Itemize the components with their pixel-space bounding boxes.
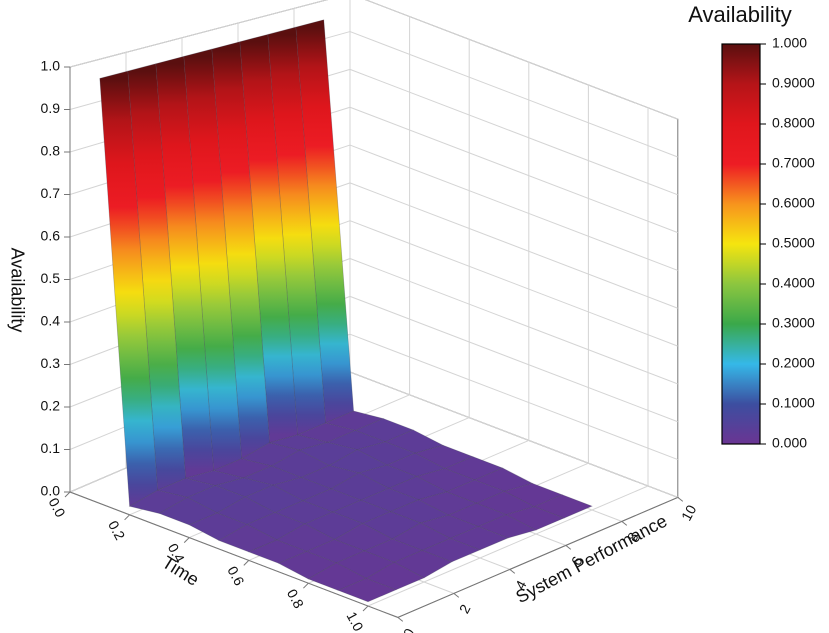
colorbar-tick-label: 0.5000 (772, 235, 815, 251)
x-tick (243, 560, 250, 566)
colorbar (721, 43, 761, 445)
grid-line (349, 31, 678, 158)
y-tick (397, 617, 404, 622)
colorbar-tick-label: 0.8000 (772, 115, 815, 131)
colorbar-tick-label: 0.7000 (772, 155, 815, 171)
y-axis (397, 496, 678, 618)
grid-line (349, 106, 678, 234)
y-tick (509, 569, 516, 574)
z-tick-label: 0.8 (41, 143, 61, 159)
x-tick-label: 0.0 (46, 495, 69, 520)
x-tick (362, 605, 369, 612)
x-tick-label: 0.2 (105, 518, 128, 543)
z-tick-label: 0.0 (41, 483, 61, 499)
z-tick-label: 1.0 (41, 58, 61, 74)
x-tick (303, 582, 309, 589)
y-tick-label: 2 (456, 601, 474, 616)
z-tick-label: 0.7 (41, 185, 61, 201)
grid-line (367, 485, 649, 607)
colorbar-tick-label: 0.4000 (772, 275, 815, 291)
x-tick (124, 514, 130, 521)
surface-patch (337, 578, 397, 603)
colorbar-tick-label: 0.3000 (772, 315, 815, 331)
y-tick-label: 10 (678, 502, 700, 523)
z-tick-label: 0.5 (41, 270, 61, 286)
grid-line (69, 0, 329, 68)
y-tick (677, 497, 684, 502)
colorbar-tick-label: 0.2000 (772, 355, 815, 371)
x-axis (69, 491, 398, 618)
grid-line (349, 371, 678, 498)
x-tick (183, 537, 190, 543)
x-tick-label: 0.6 (224, 563, 247, 588)
grid-line (349, 258, 678, 385)
colorbar-tick-label: 0.6000 (772, 195, 815, 211)
z-tick-label: 0.1 (41, 440, 61, 456)
grid-line (349, 333, 678, 461)
colorbar-tick-label: 1.000 (772, 35, 807, 51)
colorbar-title: Availability (688, 2, 792, 27)
grid-line (349, 68, 678, 196)
y-tick (565, 545, 572, 550)
x-tick-label: 0.8 (284, 586, 307, 611)
y-tick-label: 0 (400, 625, 418, 633)
colorbar-tick-label: 0.000 (772, 435, 807, 451)
right-panel (349, 0, 679, 499)
colorbar-tick-label: 0.1000 (772, 395, 815, 411)
z-axis-label: Availability (7, 248, 27, 333)
z-tick-label: 0.2 (41, 398, 61, 414)
y-tick (453, 593, 460, 598)
grid-line (349, 144, 678, 271)
z-tick-label: 0.6 (41, 228, 61, 244)
x-tick (64, 491, 71, 498)
z-tick-label: 0.4 (41, 313, 61, 329)
z-tick-label: 0.9 (41, 100, 61, 116)
colorbar-tick-label: 0.9000 (772, 75, 815, 91)
y-tick (621, 521, 628, 526)
z-tick-label: 0.3 (41, 355, 61, 371)
grid-line (349, 295, 678, 423)
grid-line (364, 0, 678, 120)
x-tick-label: 1.0 (344, 609, 367, 633)
grid-line (349, 220, 678, 347)
grid-line (349, 182, 678, 309)
surface (99, 19, 593, 603)
